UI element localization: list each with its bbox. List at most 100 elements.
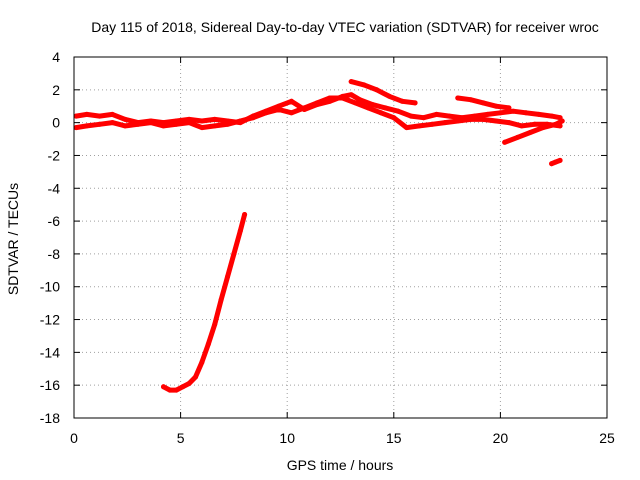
- x-axis-label: GPS time / hours: [287, 457, 394, 473]
- y-tick-label: -6: [48, 213, 61, 229]
- y-tick-label: -8: [48, 246, 61, 262]
- y-axis-ticks: 4 2 0 -2 -4 -6 -8 -10 -12 -14 -16 -18: [40, 49, 607, 426]
- x-tick-label: 15: [386, 430, 402, 446]
- data-point: [122, 116, 128, 122]
- data-point: [73, 125, 79, 131]
- data-point: [186, 120, 192, 126]
- data-point: [122, 123, 128, 129]
- data-point: [370, 102, 375, 108]
- data-point: [506, 120, 512, 126]
- data-point: [289, 110, 294, 116]
- data-point: [553, 121, 559, 127]
- data-point: [237, 118, 243, 124]
- data-point: [416, 123, 422, 129]
- data-point: [378, 110, 384, 116]
- data-point: [433, 111, 439, 117]
- data-point: [540, 125, 546, 131]
- data-point: [442, 120, 448, 126]
- y-tick-label: -2: [48, 147, 61, 163]
- data-point: [395, 108, 401, 114]
- data-point: [519, 123, 525, 129]
- data-point: [480, 100, 486, 106]
- x-tick-label: 5: [177, 430, 185, 446]
- data-point: [559, 118, 565, 124]
- data-point: [276, 107, 282, 112]
- data-point: [493, 118, 499, 124]
- data-point: [263, 110, 269, 116]
- data-point: [84, 123, 90, 129]
- data-point: [421, 115, 427, 121]
- y-axis-label: SDTVAR / TECUs: [5, 183, 21, 295]
- data-point: [382, 105, 388, 111]
- data-point: [212, 123, 218, 129]
- y-tick-label: -18: [40, 410, 60, 426]
- data-point: [327, 95, 333, 101]
- data-point: [173, 121, 179, 127]
- data-point: [412, 100, 418, 106]
- data-series: [73, 79, 565, 393]
- data-point: [557, 157, 563, 163]
- plot-frame: [73, 56, 608, 419]
- data-point: [301, 105, 307, 111]
- data-point: [225, 274, 230, 280]
- data-point: [289, 98, 294, 104]
- data-point: [97, 121, 103, 127]
- data-point: [480, 116, 486, 122]
- data-point: [348, 92, 354, 98]
- data-point: [242, 212, 248, 217]
- data-point: [446, 113, 452, 119]
- data-point: [527, 130, 533, 135]
- y-tick-label: -10: [40, 279, 60, 295]
- data-point: [237, 228, 243, 234]
- data-point: [212, 116, 218, 122]
- data-point: [173, 387, 179, 393]
- data-point: [161, 384, 166, 390]
- data-point: [348, 79, 354, 85]
- data-point: [167, 387, 173, 393]
- data-point: [314, 100, 320, 106]
- data-point: [212, 322, 218, 327]
- x-tick-label: 25: [599, 430, 615, 446]
- data-point: [361, 82, 367, 88]
- data-point: [502, 139, 508, 145]
- data-point: [515, 134, 520, 140]
- data-point: [455, 118, 461, 124]
- data-point: [391, 115, 397, 121]
- data-point: [455, 95, 461, 101]
- data-point: [497, 110, 503, 116]
- data-point: [365, 105, 371, 111]
- data-point: [408, 113, 414, 119]
- data-point: [199, 125, 205, 131]
- data-point: [186, 381, 192, 386]
- y-tick-label: -12: [40, 312, 60, 328]
- data-point: [485, 111, 491, 117]
- data-point: [549, 113, 555, 119]
- data-point: [148, 120, 154, 126]
- x-tick-label: 10: [279, 430, 295, 446]
- x-tick-label: 0: [70, 430, 78, 446]
- data-point: [357, 97, 363, 103]
- data-point: [231, 251, 237, 257]
- data-point: [109, 120, 115, 126]
- data-point: [352, 100, 358, 106]
- data-point: [523, 110, 529, 116]
- data-point: [374, 87, 380, 93]
- data-point: [399, 98, 405, 104]
- data-point: [205, 341, 211, 347]
- y-tick-label: -4: [48, 180, 61, 196]
- data-point: [199, 118, 205, 124]
- data-point: [250, 115, 256, 121]
- data-point: [532, 121, 537, 127]
- data-point: [109, 111, 115, 117]
- data-point: [218, 297, 224, 303]
- data-point: [135, 121, 141, 127]
- data-point: [553, 159, 559, 165]
- data-point: [510, 108, 516, 114]
- data-point: [84, 111, 90, 117]
- y-tick-label: 2: [52, 82, 60, 98]
- data-point: [340, 95, 346, 101]
- data-point: [180, 384, 186, 390]
- data-point: [468, 97, 474, 103]
- data-point: [97, 113, 103, 119]
- x-tick-label: 20: [493, 430, 509, 446]
